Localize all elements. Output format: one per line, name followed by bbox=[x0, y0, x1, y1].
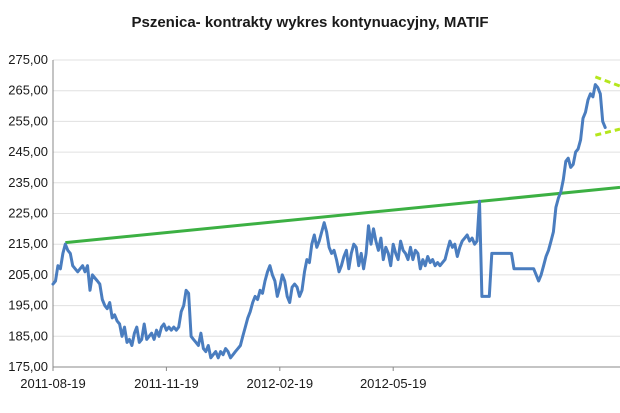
y-tick-label: 235,00 bbox=[8, 175, 48, 190]
trend-line bbox=[65, 185, 620, 245]
y-tick-label: 275,00 bbox=[8, 52, 48, 67]
y-tick-label: 265,00 bbox=[8, 83, 48, 98]
channel-line bbox=[594, 127, 620, 137]
y-tick-label: 215,00 bbox=[8, 236, 48, 251]
x-tick-label: 2012-05-19 bbox=[360, 376, 427, 391]
y-tick-label: 255,00 bbox=[8, 113, 48, 128]
x-tick-label: 2011-08-19 bbox=[20, 376, 86, 391]
y-tick-label: 175,00 bbox=[8, 359, 48, 374]
y-tick-label: 245,00 bbox=[8, 144, 48, 159]
chart-title: Pszenica- kontrakty wykres kontynuacyjny… bbox=[131, 14, 489, 31]
y-tick-label: 205,00 bbox=[8, 267, 48, 282]
y-tick-label: 225,00 bbox=[8, 206, 48, 221]
x-tick-label: 2011-11-19 bbox=[134, 376, 199, 391]
price-series-line bbox=[51, 83, 607, 360]
x-tick-label: 2012-02-19 bbox=[247, 376, 314, 391]
y-tick-label: 195,00 bbox=[8, 298, 48, 313]
channel-line bbox=[594, 75, 620, 88]
y-tick-label: 185,00 bbox=[8, 328, 48, 343]
